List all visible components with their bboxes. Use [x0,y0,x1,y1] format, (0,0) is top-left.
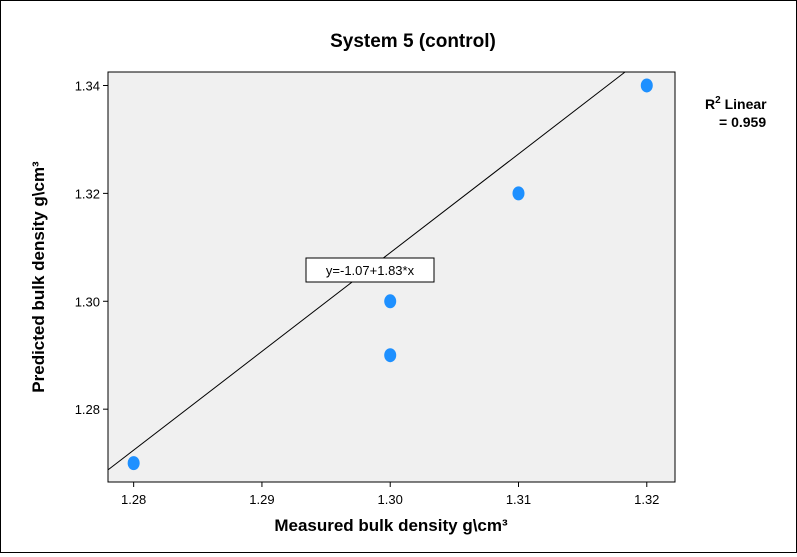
y-axis-label: Predicted bulk density g\cm³ [29,161,48,393]
x-tick-label: 1.30 [378,492,403,507]
r2-value: = 0.959 [719,114,766,130]
x-tick-label: 1.28 [121,492,146,507]
data-point [127,456,140,471]
y-tick-label: 1.32 [75,186,100,201]
data-point [512,186,525,201]
plot-content: y=-1.07+1.83*x [107,71,653,471]
data-point [384,294,397,309]
y-tick-label: 1.34 [75,78,100,93]
fit-equation-box [305,257,435,283]
y-axis-ticks: 1.28 1.30 1.32 1.34 [75,78,108,417]
r2-label-sup: 2 [715,95,721,106]
x-tick-label: 1.29 [249,492,274,507]
data-point [384,348,397,363]
chart-title: System 5 (control) [330,31,496,52]
r2-label: R2 Linear [705,95,767,112]
y-tick-label: 1.28 [75,402,100,417]
x-tick-label: 1.31 [506,492,531,507]
x-axis-label: Measured bulk density g\cm³ [274,516,508,535]
r2-label-r: R [705,96,715,112]
x-tick-label: 1.32 [634,492,659,507]
data-point [640,78,653,93]
r2-label-suffix: Linear [721,96,767,112]
fit-equation: y=-1.07+1.83*x [326,263,415,278]
y-tick-label: 1.30 [75,294,100,309]
x-axis-ticks: 1.28 1.29 1.30 1.31 1.32 [121,482,659,507]
